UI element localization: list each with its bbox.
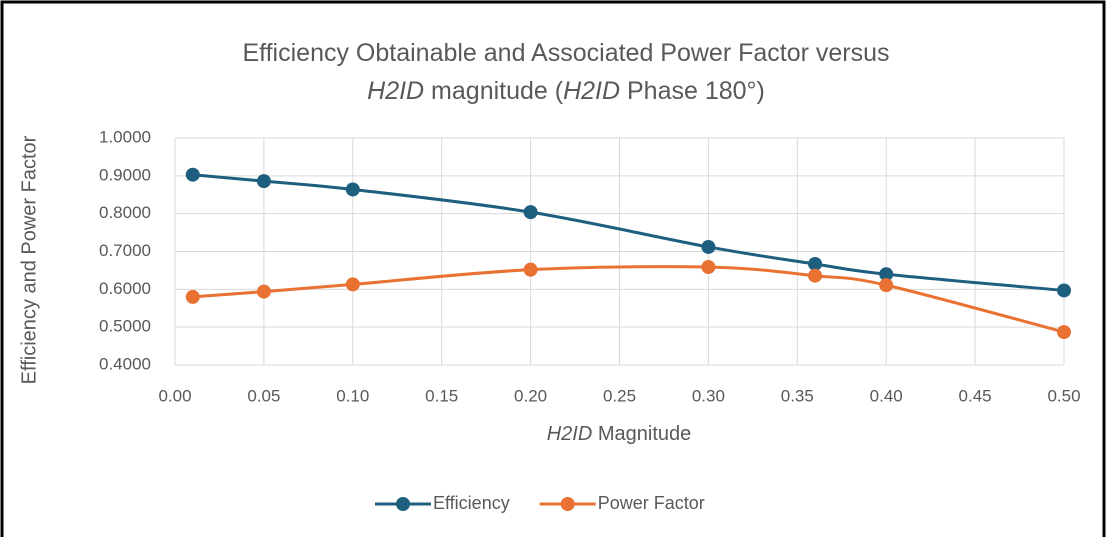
- data-point: [523, 262, 538, 277]
- x-tick-label: 0.00: [158, 386, 191, 405]
- chart-title-part: H2ID: [367, 77, 424, 105]
- x-tick-label: 0.15: [425, 386, 458, 405]
- data-point: [1057, 283, 1071, 298]
- x-tick-label: 0.30: [692, 386, 725, 405]
- data-point: [808, 268, 823, 283]
- x-axis-title-part: H2ID: [547, 423, 593, 445]
- x-axis-title-part: Magnitude: [592, 423, 691, 445]
- x-tick-label: 0.40: [870, 386, 903, 405]
- series-line: [192, 173, 1065, 292]
- legend-marker: [560, 497, 575, 511]
- data-point: [185, 167, 200, 182]
- y-tick-label: 0.4000: [99, 354, 151, 373]
- y-tick-label: 0.6000: [99, 279, 151, 298]
- x-tick-label: 0.50: [1047, 386, 1080, 405]
- legend-label: Efficiency: [433, 493, 510, 513]
- chart-title-part: Phase 180°): [620, 77, 765, 105]
- data-point: [879, 267, 894, 282]
- data-point: [256, 284, 271, 299]
- y-axis-title: Efficiency and Power Factor: [18, 135, 40, 384]
- y-tick-label: 0.9000: [99, 165, 151, 184]
- x-tick-label: 0.05: [247, 386, 280, 405]
- data-point: [256, 174, 271, 189]
- y-tick-label: 0.7000: [99, 241, 151, 260]
- x-tick-label: 0.20: [514, 386, 547, 405]
- legend-label: Power Factor: [598, 493, 705, 513]
- x-tick-label: 0.10: [336, 386, 369, 405]
- data-point: [701, 239, 716, 254]
- data-point: [808, 256, 823, 271]
- y-tick-label: 0.5000: [99, 317, 151, 336]
- chart-title-part: magnitude (: [424, 77, 564, 105]
- data-point: [523, 205, 538, 220]
- data-point: [879, 278, 894, 293]
- legend-marker: [396, 497, 410, 511]
- chart-title: H2ID magnitude (H2ID Phase 180°): [367, 77, 765, 105]
- data-point: [345, 182, 360, 197]
- data-point: [1057, 325, 1071, 340]
- chart-title: Efficiency Obtainable and Associated Pow…: [242, 39, 889, 67]
- x-tick-label: 0.45: [959, 386, 992, 405]
- x-axis-title: H2ID Magnitude: [547, 423, 692, 445]
- x-tick-label: 0.25: [603, 386, 636, 405]
- series-line: [192, 265, 1065, 334]
- data-point: [185, 289, 200, 304]
- data-point: [701, 260, 716, 275]
- chart-title-part: Efficiency Obtainable and Associated Pow…: [242, 39, 889, 67]
- y-tick-label: 1.0000: [99, 127, 151, 146]
- x-tick-label: 0.35: [781, 386, 814, 405]
- data-point: [345, 277, 360, 292]
- y-tick-label: 0.8000: [99, 203, 151, 222]
- chart-title-part: H2ID: [563, 77, 620, 105]
